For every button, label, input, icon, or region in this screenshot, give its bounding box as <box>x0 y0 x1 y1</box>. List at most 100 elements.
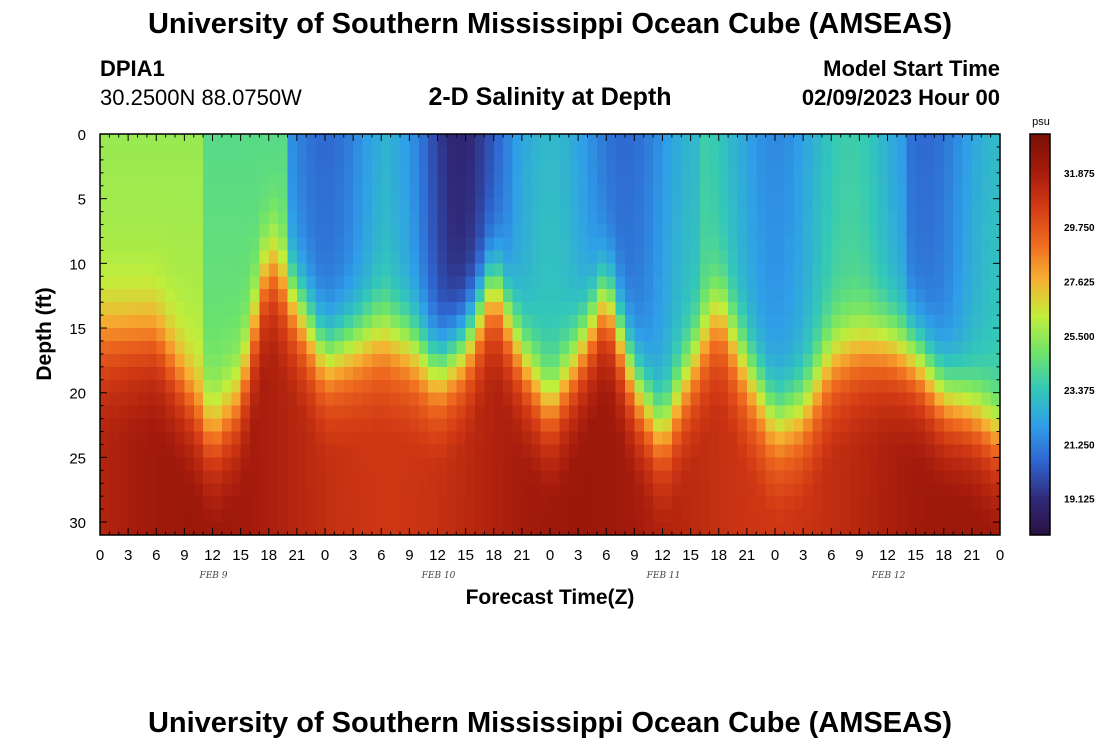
heatmap-cell <box>868 276 879 290</box>
heatmap-cell <box>240 276 251 290</box>
heatmap-cell <box>765 496 776 510</box>
heatmap-cell <box>259 198 270 213</box>
heatmap-cell <box>231 470 242 484</box>
heatmap-cell <box>737 211 748 226</box>
heatmap-cell <box>700 431 710 446</box>
heatmap-cell <box>493 172 504 187</box>
heatmap-cell <box>587 353 598 368</box>
heatmap-cell <box>634 328 645 342</box>
colorbar-label: 27.625 <box>1064 278 1095 289</box>
heatmap-cell <box>315 172 326 187</box>
heatmap-cell <box>578 457 589 471</box>
heatmap-cell <box>925 185 935 200</box>
heatmap-cell <box>793 353 804 368</box>
heatmap-cell <box>925 172 935 187</box>
heatmap-cell <box>521 289 532 303</box>
heatmap-cell <box>878 172 889 187</box>
heatmap-cell <box>971 496 982 510</box>
heatmap-cell <box>850 224 860 239</box>
heatmap-cell <box>203 159 214 174</box>
heatmap-cell <box>521 302 532 316</box>
heatmap-cell <box>625 263 635 277</box>
heatmap-cell <box>400 237 410 252</box>
heatmap-cell <box>587 457 598 471</box>
heatmap-cell <box>934 211 945 226</box>
heatmap-cell <box>400 418 410 433</box>
heatmap-cell <box>390 302 401 316</box>
heatmap-cell <box>343 172 354 187</box>
heatmap-cell <box>128 496 139 510</box>
heatmap-cell <box>400 340 410 355</box>
heatmap-cell <box>653 237 664 252</box>
heatmap-cell <box>137 250 148 264</box>
heatmap-cell <box>343 328 354 342</box>
heatmap-cell <box>962 172 973 187</box>
heatmap-cell <box>784 366 795 381</box>
heatmap-cell <box>906 431 917 446</box>
heatmap-cell <box>981 470 992 484</box>
heatmap-cell <box>878 198 889 213</box>
heatmap-cell <box>343 483 354 497</box>
x-tick-labels: 0 3 6 9 12 15 18 21 0 3 6 9 12 15 18 21 0 3 6 9 12 15 18 21 0 3 6 9… <box>96 547 1004 564</box>
heatmap-cell <box>896 237 907 252</box>
heatmap-cell <box>540 431 551 446</box>
heatmap-cell <box>512 340 523 355</box>
heatmap-cell <box>240 211 251 226</box>
heatmap-cell <box>437 405 448 420</box>
heatmap-cell <box>718 289 729 303</box>
heatmap-cell <box>231 134 242 148</box>
heatmap-cell <box>390 496 401 510</box>
heatmap-cell <box>296 328 307 342</box>
heatmap-cell <box>503 353 514 368</box>
heatmap-cell <box>287 315 298 329</box>
heatmap-cell <box>381 366 392 381</box>
heatmap-cell <box>868 457 879 471</box>
heatmap-cell <box>503 444 514 458</box>
heatmap-cell <box>362 483 373 497</box>
heatmap-cell <box>475 483 485 497</box>
heatmap-cell <box>728 353 739 368</box>
heatmap-cell <box>371 146 382 161</box>
heatmap-cell <box>671 457 682 471</box>
heatmap-cell <box>456 276 467 290</box>
heatmap-cell <box>962 418 973 433</box>
heatmap-cell <box>193 366 204 381</box>
heatmap-cell <box>821 353 832 368</box>
heatmap-cell <box>437 224 448 239</box>
heatmap-cell <box>615 496 626 510</box>
heatmap-cell <box>540 405 551 420</box>
heatmap-cell <box>278 392 289 407</box>
heatmap-cell <box>653 146 664 161</box>
heatmap-cell <box>240 340 251 355</box>
heatmap-cell <box>315 483 326 497</box>
heatmap-cell <box>362 509 373 523</box>
heatmap-cell <box>737 250 748 264</box>
heatmap-cell <box>409 289 420 303</box>
heatmap-cell <box>540 444 551 458</box>
heatmap-cell <box>371 289 382 303</box>
heatmap-cell <box>512 379 523 394</box>
heatmap-cell <box>503 302 514 316</box>
heatmap-cell <box>493 315 504 329</box>
heatmap-cell <box>793 289 804 303</box>
heatmap-cell <box>690 302 701 316</box>
heatmap-cell <box>268 340 279 355</box>
heatmap-cell <box>568 302 579 316</box>
heatmap-cell <box>400 185 410 200</box>
heatmap-cell <box>193 134 204 148</box>
heatmap-cell <box>568 250 579 264</box>
heatmap-cell <box>128 185 139 200</box>
heatmap-cell <box>878 250 889 264</box>
heatmap-cell <box>446 237 457 252</box>
heatmap-cell <box>550 185 560 200</box>
heatmap-cell <box>315 353 326 368</box>
x-tick-label: 0 <box>771 547 779 564</box>
heatmap-cell <box>203 211 214 226</box>
heatmap-cell <box>653 211 664 226</box>
heatmap-cell <box>728 237 739 252</box>
heatmap-cell <box>746 224 757 239</box>
heatmap-cell <box>465 431 476 446</box>
heatmap-cell <box>456 315 467 329</box>
heatmap-cell <box>559 224 570 239</box>
heatmap-cell <box>803 185 814 200</box>
